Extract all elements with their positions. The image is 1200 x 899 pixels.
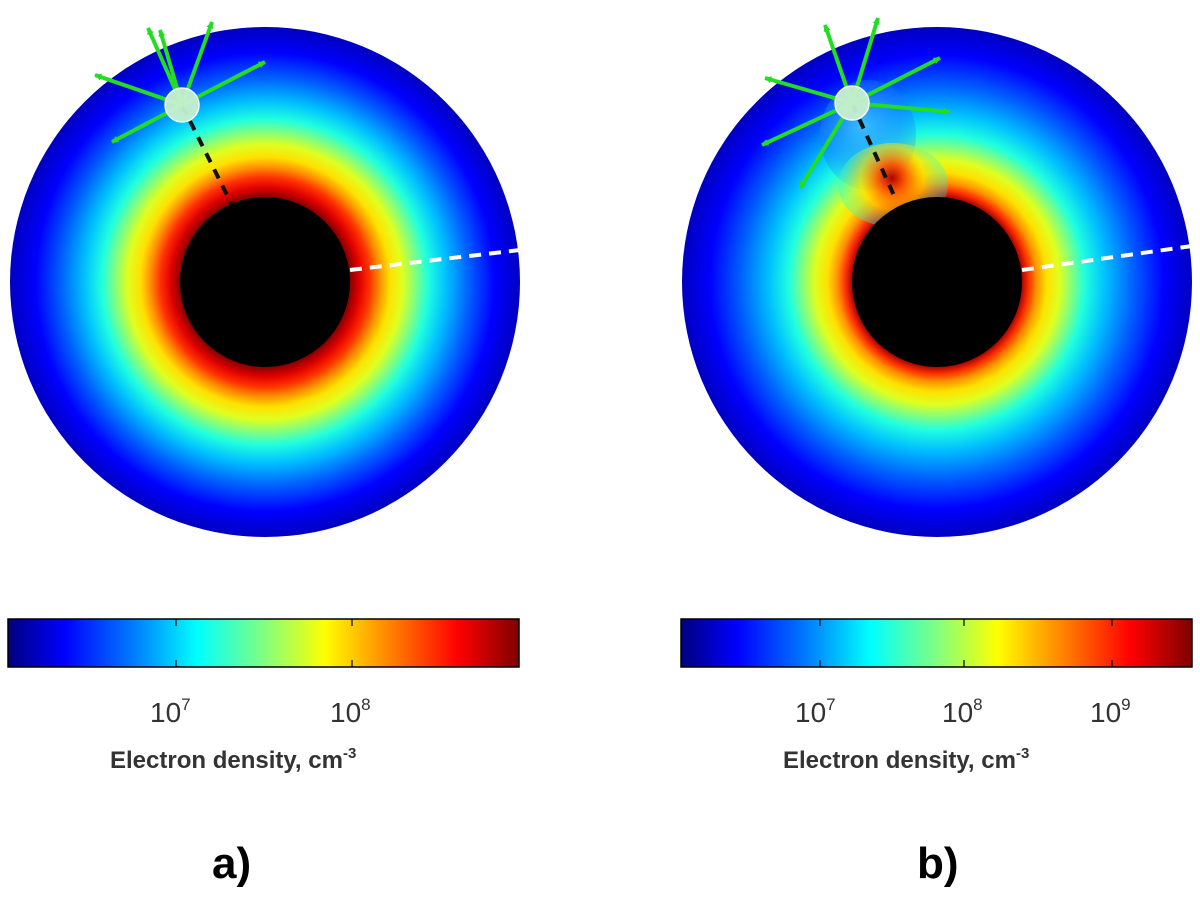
colorbar-title: Electron density, cm-3 [783, 745, 1029, 774]
colorbar-tick-label: 107 [795, 695, 836, 728]
colorbar-gradient-a [7, 618, 520, 668]
planet-core-b [852, 197, 1022, 367]
source-point-b [834, 85, 870, 121]
colorbar-tick-label: 109 [1090, 695, 1131, 728]
dashed-line-black-a [180, 104, 234, 206]
dashed-line-white-b [1021, 244, 1193, 272]
colorbar-tick-label: 108 [942, 695, 983, 728]
panel-label-b: b) [917, 839, 959, 888]
colorbar-tick-label: 108 [330, 695, 371, 728]
panel-a [10, 21, 521, 537]
dashed-line-white-a [349, 248, 521, 272]
panel-label-a: a) [212, 839, 251, 888]
planet-core-a [180, 197, 350, 367]
colorbar-gradient-b [680, 618, 1193, 668]
colorbar-b: 107 108 109 Electron density, cm-3 [680, 618, 1193, 774]
colorbar-title: Electron density, cm-3 [110, 745, 356, 774]
colorbar-a: 107 108 Electron density, cm-3 [7, 618, 520, 774]
panel-b [682, 17, 1193, 537]
source-point-a [164, 87, 200, 123]
colorbar-tick-label: 107 [150, 695, 191, 728]
